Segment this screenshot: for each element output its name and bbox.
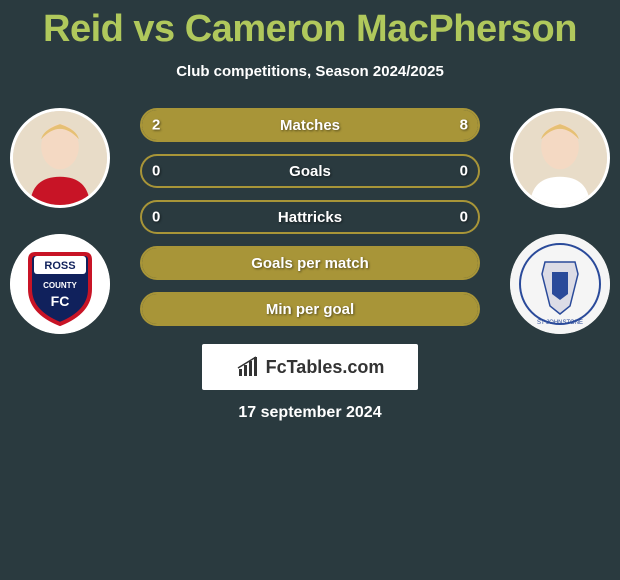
stat-row: 2 8 Matches [140, 108, 480, 142]
stat-label: Hattricks [278, 209, 342, 226]
branding-badge: FcTables.com [202, 344, 418, 390]
stat-value-right: 0 [460, 209, 468, 226]
stat-value-right: 0 [460, 163, 468, 180]
svg-text:COUNTY: COUNTY [43, 281, 77, 290]
subtitle: Club competitions, Season 2024/2025 [0, 63, 620, 80]
svg-text:ST JOHNSTONE: ST JOHNSTONE [537, 320, 583, 326]
stat-label: Goals [289, 163, 331, 180]
stat-label: Matches [280, 117, 340, 134]
comparison-panel: ROSS COUNTY FC ST JOHNSTONE 2 8 Matches 0 0 G… [0, 108, 620, 422]
crest-icon: ST JOHNSTONE [510, 234, 610, 334]
stat-value-left: 0 [152, 163, 160, 180]
stats-list: 2 8 Matches 0 0 Goals 0 0 Hattricks Goals per mat… [140, 108, 480, 326]
date-label: 17 september 2024 [0, 404, 620, 422]
stat-row: 0 0 Goals [140, 154, 480, 188]
stat-value-left: 2 [152, 117, 160, 134]
stat-value-left: 0 [152, 209, 160, 226]
player-left-avatar [10, 108, 110, 208]
svg-text:FC: FC [51, 293, 70, 309]
stat-label: Goals per match [251, 255, 369, 272]
shield-icon: ROSS COUNTY FC [10, 234, 110, 334]
player-left-club-logo: ROSS COUNTY FC [10, 234, 110, 334]
stat-row: Min per goal [140, 292, 480, 326]
person-icon [13, 111, 107, 205]
chart-icon [236, 355, 260, 379]
player-right-club-logo: ST JOHNSTONE [510, 234, 610, 334]
stat-row: 0 0 Hattricks [140, 200, 480, 234]
stat-value-right: 8 [460, 117, 468, 134]
stat-label: Min per goal [266, 301, 354, 318]
branding-text: FcTables.com [266, 357, 385, 378]
stat-row: Goals per match [140, 246, 480, 280]
stat-fill-right [209, 110, 478, 140]
svg-text:ROSS: ROSS [44, 260, 75, 272]
player-right-avatar [510, 108, 610, 208]
page-title: Reid vs Cameron MacPherson [0, 0, 620, 51]
person-icon [513, 111, 607, 205]
